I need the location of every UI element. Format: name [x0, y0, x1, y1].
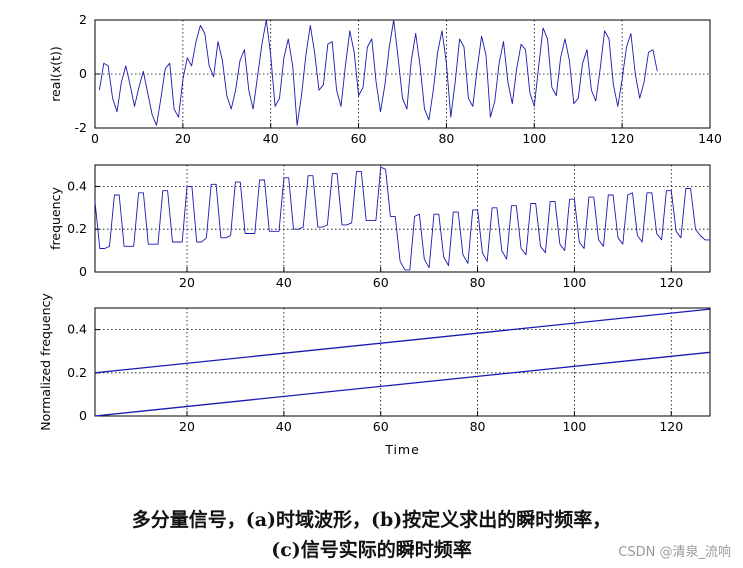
x-tick-label: 20 [179, 275, 195, 290]
x-tick-label: 60 [373, 275, 389, 290]
x-tick-label: 100 [562, 275, 586, 290]
x-tick-label: 120 [659, 275, 683, 290]
x-tick-label: 20 [175, 131, 191, 146]
subplot-3: 20 40 60 80 100 120 0 0.2 0.4 Normalized frequenc… [38, 293, 711, 457]
y-tick-label: 0.4 [67, 178, 87, 193]
subplot-1: 0 20 40 60 80 100 120 140 -2 0 2 real(x(t)) [48, 12, 722, 146]
x-tick-label: 80 [470, 419, 486, 434]
x-tick-label: 40 [276, 419, 292, 434]
x-tick-label: 40 [263, 131, 279, 146]
caption-line-2: (c)信号实际的瞬时频率 [271, 539, 472, 561]
series-line-1 [94, 308, 711, 374]
y-tick-label: 0 [79, 408, 87, 423]
y-tick-label: 0.2 [67, 221, 87, 236]
subplot-2: 20 40 60 80 100 120 0 0.2 0.4 frequency [48, 164, 711, 290]
watermark: CSDN @清泉_流响 [618, 545, 731, 560]
axes-frame [94, 164, 711, 273]
y-axis-label: Normalized frequency [38, 293, 53, 431]
x-tick-label: 60 [373, 419, 389, 434]
series-line-2 [94, 351, 711, 417]
x-tick-label: 100 [522, 131, 546, 146]
x-tick-label: 20 [179, 419, 195, 434]
y-axis-label: frequency [48, 187, 63, 250]
y-tick-label: 0 [79, 66, 87, 81]
figure: 0 20 40 60 80 100 120 140 -2 0 2 real(x(t)) 20 40 60 80… [38, 12, 722, 457]
x-tick-label: 140 [698, 131, 722, 146]
caption-line-1: 多分量信号，(a)时域波形，(b)按定义求出的瞬时频率， [131, 509, 612, 531]
y-tick-label: 0.4 [67, 322, 87, 337]
x-tick-label: 80 [438, 131, 454, 146]
y-axis-label: real(x(t)) [48, 46, 63, 102]
x-tick-label: 40 [276, 275, 292, 290]
y-tick-label: 0 [79, 264, 87, 279]
series-line-1 [98, 19, 658, 126]
series-line-1 [94, 166, 710, 271]
x-tick-label: 80 [470, 275, 486, 290]
x-axis-label: Time [384, 442, 420, 457]
x-tick-label: 120 [659, 419, 683, 434]
y-tick-label: -2 [75, 120, 87, 135]
x-tick-label: 60 [351, 131, 367, 146]
x-tick-label: 100 [562, 419, 586, 434]
y-tick-label: 2 [79, 12, 87, 27]
y-tick-label: 0.2 [67, 365, 87, 380]
x-tick-label: 120 [610, 131, 634, 146]
x-tick-label: 0 [91, 131, 99, 146]
